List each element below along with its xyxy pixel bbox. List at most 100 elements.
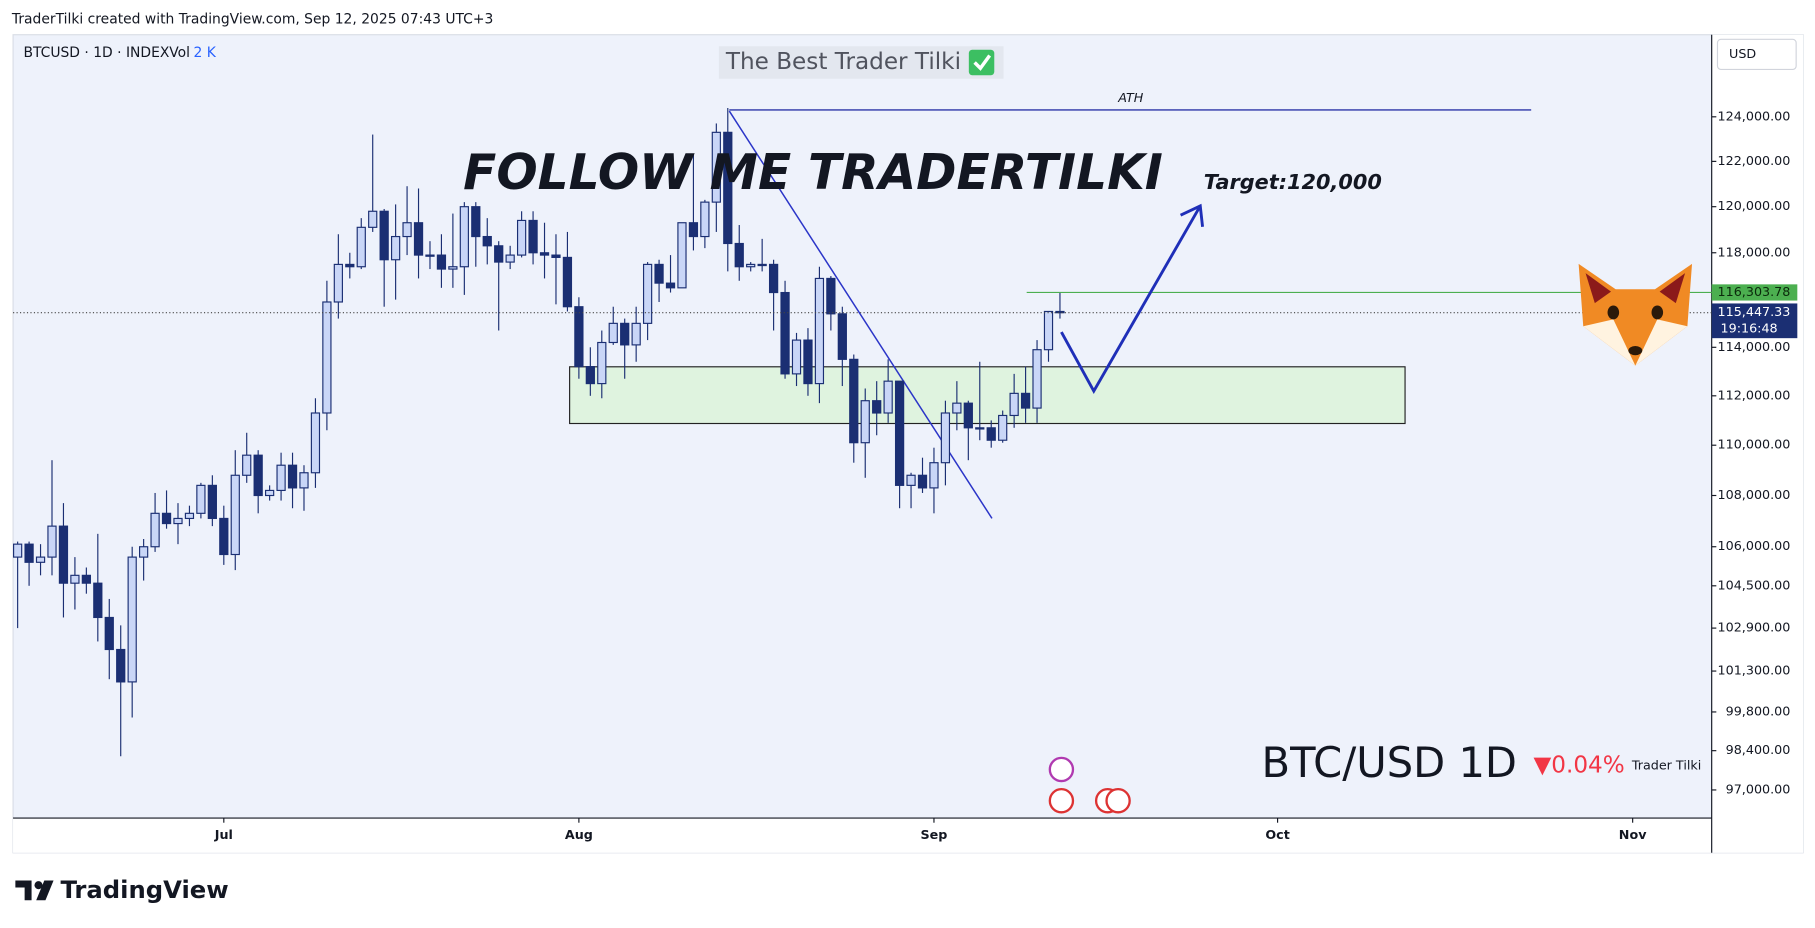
candle-body [746,263,756,268]
candle-body [929,462,939,489]
candle-body [608,322,618,344]
y-tick-label: 114,000.00 [1718,339,1791,354]
candle-body [642,263,653,324]
candle-body [47,525,57,558]
last-tag [1711,303,1798,339]
candle-body [757,263,767,267]
y-tick-label: 101,300.00 [1718,663,1791,678]
candle-body [998,414,1008,441]
candle-body [299,472,309,489]
candle-body [471,206,481,238]
candle-body [345,263,355,268]
candle-body [986,427,996,441]
high-tag-label: 116,303.78 [1718,284,1791,299]
watermark-box [718,46,1004,79]
plot [13,107,1712,757]
candle-body [150,512,160,548]
y-tick-label: 108,000.00 [1718,487,1791,502]
candle-body [368,210,378,228]
candle-body [539,252,550,256]
check-icon [968,49,995,76]
candle-body [700,201,710,238]
y-tick-label: 102,900.00 [1718,620,1791,635]
candle-body [1009,392,1019,417]
headline: FOLLOW ME TRADERTILKI [463,145,1163,201]
y-tick-label: 99,800.00 [1726,703,1791,718]
candle-body [494,245,504,263]
ath-label: ATH [1117,90,1144,105]
time-axis-bg [13,818,1712,853]
candle-body [1055,310,1065,314]
candle-body [448,266,458,270]
candle-body [161,512,172,525]
candle-body [620,322,630,346]
candle-body [253,454,263,497]
candle-body [837,313,847,360]
candle-body [436,254,447,270]
candle-body [814,277,825,385]
candle-body [940,412,951,464]
candle-body [390,235,401,261]
candle-body [402,222,412,238]
brand-logo [15,880,54,901]
candle-body [1043,310,1054,351]
x-tick-label: Aug [565,827,593,842]
candle-body [459,206,469,268]
candle-body [127,556,137,683]
x-tick-label: Sep [921,827,948,842]
candle-body [906,474,916,486]
candle-body [917,474,928,489]
candle-body [723,131,733,245]
candle-body [413,222,424,256]
y-tick-label: 124,000.00 [1718,108,1791,123]
candle-body [35,556,46,563]
y-tick-label: 120,000.00 [1718,198,1791,213]
y-tick-label: 97,000.00 [1726,781,1791,796]
candle-body [803,339,813,385]
volume: Vol [169,45,190,61]
candle-body [81,574,91,584]
candle-body [93,582,103,619]
x-tick-label: Nov [1619,827,1647,842]
y-tick-label: 112,000.00 [1718,387,1791,402]
candle-body [13,543,23,558]
candle-body [276,464,286,492]
y-tick-label: 118,000.00 [1718,244,1791,259]
candle-body [70,574,80,584]
candle-body [139,546,149,558]
support-zone [569,366,1406,425]
candle-body [860,400,870,444]
candle-body [826,277,836,315]
currency-box[interactable] [1716,38,1797,71]
candle-body [322,301,332,414]
y-tick-label: 106,000.00 [1718,538,1791,553]
candle-body [1032,349,1042,409]
candle-body [184,512,195,520]
candle-body [333,263,343,303]
brand: TradingView [60,875,228,904]
y-tick-label: 110,000.00 [1718,437,1791,452]
event-icons [1048,756,1131,814]
candle-body [482,235,492,247]
candle-body [196,484,206,514]
candle-body [952,402,962,414]
candle-body [173,517,183,525]
candle-body [894,380,905,486]
candle-body [116,648,126,683]
header: TraderTilki created with TradingView.com… [11,12,493,28]
change: ▼0.04% [1533,753,1624,779]
countdown: 19:16:48 [1721,320,1778,335]
candle-body [585,366,595,385]
candle-body [104,616,114,651]
candle-body [356,226,366,268]
candle-body [654,263,664,284]
candle-body [505,254,515,263]
price-axis-bg [1711,34,1804,853]
y-tick-label: 98,400.00 [1726,742,1791,757]
candle-body [516,219,527,256]
author: Trader Tilki [1631,758,1701,773]
candle-body [872,400,882,414]
candle-body [631,322,641,346]
candle-body [264,489,275,497]
